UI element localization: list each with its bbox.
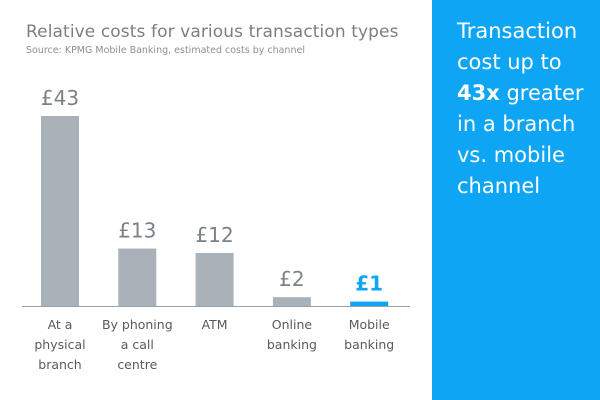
bar-3: [272, 297, 311, 306]
category-label-4-1: banking: [344, 337, 394, 352]
category-label-1-1: a call: [121, 337, 154, 352]
callout-text-after: greater in a branch vs. mobile channel: [457, 81, 584, 198]
category-label-0-0: At a: [48, 317, 73, 332]
bar-chart: £43 At a physical branch £13 By phoning a call…: [22, 86, 410, 372]
category-label-4-0: Mobile: [349, 317, 390, 332]
chart-title: Relative costs for various transaction t…: [26, 22, 399, 42]
category-label-3-1: banking: [267, 337, 317, 352]
callout-panel: Transaction cost up to 43x greater in a …: [432, 0, 600, 400]
bar-2: [195, 252, 234, 306]
chart-source-note: Source: KPMG Mobile Banking, estimated c…: [26, 45, 305, 56]
category-label-1-2: centre: [117, 357, 157, 372]
category-label-1-0: By phoning: [102, 317, 173, 332]
value-label-1: £13: [118, 219, 156, 243]
value-label-4: £1: [355, 272, 383, 296]
category-label-0-2: branch: [38, 357, 81, 372]
value-label-2: £12: [196, 223, 234, 247]
callout-highlight: 43x: [457, 81, 500, 105]
callout-text-before: Transaction cost up to: [457, 19, 578, 74]
category-label-3-0: Online: [272, 317, 313, 332]
bar-0: [41, 116, 79, 306]
category-label-0-1: physical: [34, 337, 85, 352]
value-label-3: £2: [279, 267, 304, 291]
value-label-0: £43: [41, 86, 79, 110]
bar-4: [350, 301, 389, 306]
category-label-2-0: ATM: [202, 317, 228, 332]
bar-1: [118, 248, 157, 306]
callout-text: Transaction cost up to 43x greater in a …: [457, 16, 597, 202]
